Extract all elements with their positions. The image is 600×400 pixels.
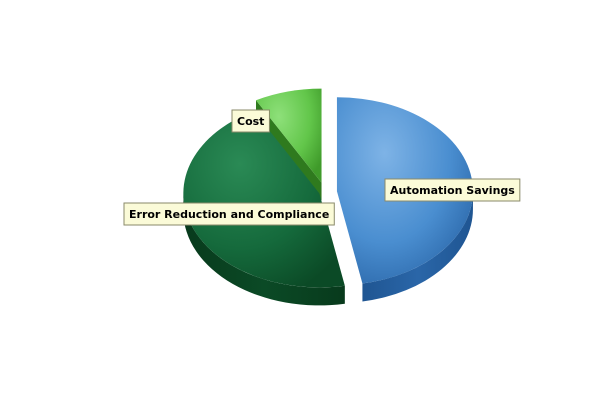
slice-label-error-reduction-and-compliance: Error Reduction and Compliance [123,202,335,226]
slice-label-cost: Cost [231,109,270,133]
pie-side-automation-savings [362,191,473,302]
pie-slice-cost [255,88,322,183]
slice-label-automation-savings: Automation Savings [384,178,521,202]
pie-labels: Automation Savings Error Reduction and Co… [123,109,521,226]
pie-side-error-reduction-and-compliance [183,193,345,306]
svg-text:Cost: Cost [237,115,264,128]
svg-text:Error Reduction and Compliance: Error Reduction and Compliance [129,208,329,221]
svg-text:Automation Savings: Automation Savings [390,184,515,197]
pie-slice-error-reduction-and-compliance [183,111,345,288]
